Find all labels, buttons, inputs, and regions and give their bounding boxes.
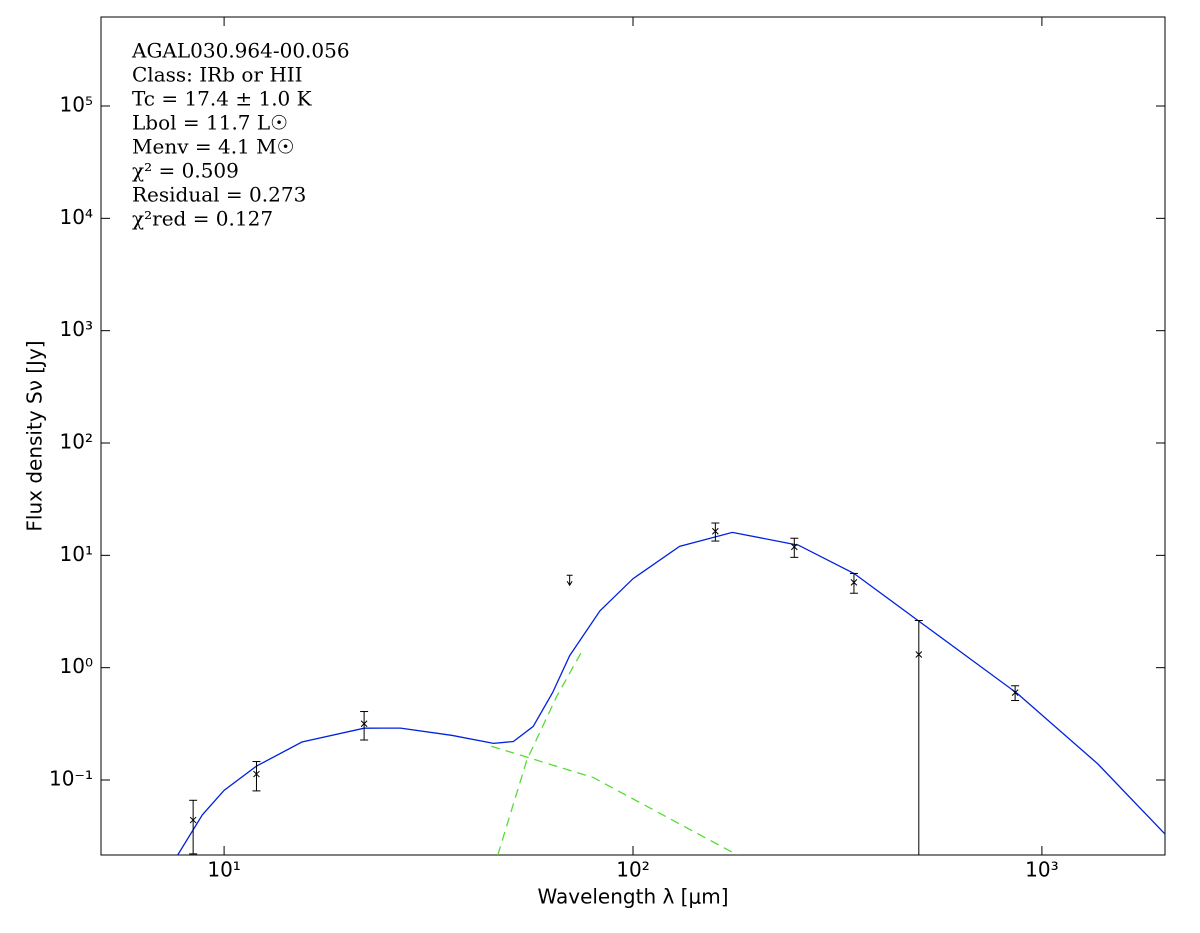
annotation: Residual = 0.273 (132, 183, 306, 207)
component-curve (491, 745, 738, 855)
annotation: Class: IRb or HII (132, 63, 303, 87)
annotation: χ² = 0.509 (132, 159, 239, 183)
data-point (360, 720, 368, 728)
plot-area (177, 522, 1165, 855)
model-curve (177, 531, 1165, 855)
data-point (189, 816, 197, 824)
y-axis-label: Flux density Sν [Jy] (23, 340, 47, 531)
annotation: Menv = 4.1 M☉ (132, 135, 295, 159)
x-tick-label: 10¹ (207, 858, 240, 882)
component-curve (497, 650, 583, 855)
y-tick-label: 10⁻¹ (49, 767, 93, 791)
data-point (711, 527, 719, 535)
data-point (1011, 689, 1019, 696)
y-tick-label: 10⁰ (60, 654, 93, 678)
data-point (915, 651, 923, 658)
x-axis-label: Wavelength λ [μm] (537, 885, 728, 909)
y-tick-label: 10³ (60, 317, 93, 341)
y-tick-label: 10² (60, 430, 93, 454)
x-tick-label: 10³ (1025, 858, 1058, 882)
data-point (253, 770, 260, 778)
upper-limit (566, 574, 573, 587)
y-tick-label: 10⁵ (60, 93, 93, 117)
y-tick-label: 10¹ (60, 542, 93, 566)
data-point (850, 578, 858, 586)
annotation: Lbol = 11.7 L☉ (132, 111, 288, 135)
data-point (790, 543, 798, 551)
annotation: AGAL030.964-00.056 (131, 39, 350, 63)
annotation: χ²red = 0.127 (132, 207, 273, 231)
y-tick-label: 10⁴ (60, 205, 93, 229)
x-tick-label: 10² (616, 858, 649, 882)
annotation: Tc = 17.4 ± 1.0 K (132, 87, 313, 111)
